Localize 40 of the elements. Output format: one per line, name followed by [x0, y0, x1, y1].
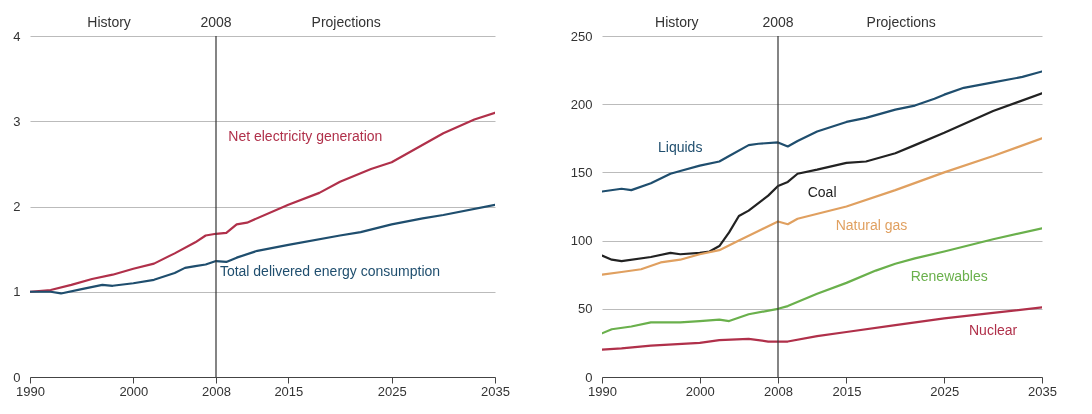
text: Projections [866, 14, 936, 30]
text: History [655, 14, 699, 30]
y-tick-label: 250 [570, 28, 593, 44]
y-tick-label: 1 [13, 284, 21, 300]
line-series [602, 306, 1042, 351]
y-tick-label: 100 [570, 233, 593, 249]
x-tick-label: 2025 [377, 383, 407, 399]
x-tick-label: 2015 [832, 383, 862, 399]
line-series [30, 203, 495, 295]
line-series [30, 111, 495, 293]
line-series [602, 92, 1042, 263]
x-tick-label: 2008 [764, 383, 793, 399]
x-tick-label: 2000 [119, 383, 149, 399]
y-tick-label: 150 [570, 164, 593, 180]
y-tick-label: 0 [13, 369, 21, 385]
y-tick-label: 2 [13, 199, 21, 214]
x-tick-label: 2015 [274, 383, 304, 399]
series-label: Liquids [658, 139, 703, 156]
y-tick-label: 4 [13, 28, 21, 44]
x-tick-label: 1990 [588, 383, 617, 399]
series-label: Renewables [910, 267, 988, 284]
x-tick-label: 2035 [1028, 383, 1057, 399]
series-label: Coal [807, 183, 837, 200]
y-tick-label: 0 [585, 369, 593, 385]
x-tick-label: 2025 [930, 383, 960, 399]
ref-line-label: 2008 [762, 14, 794, 30]
y-tick-label: 3 [13, 113, 21, 129]
x-tick-label: 2008 [202, 383, 231, 399]
x-tick-label: 2035 [481, 383, 510, 399]
ref-line-label: 2008 [200, 14, 232, 30]
text: Projections [311, 14, 381, 30]
series-label: Total delivered energy consumption [219, 263, 441, 280]
y-tick-label: 200 [570, 96, 593, 112]
x-tick-label: 1990 [16, 383, 45, 399]
series-label: Net electricity generation [228, 127, 383, 144]
x-tick-label: 2000 [685, 383, 715, 399]
series-label: Natural gas [835, 216, 908, 233]
y-tick-label: 50 [578, 301, 593, 317]
text: History [87, 14, 131, 30]
series-label: Nuclear [968, 321, 1018, 338]
